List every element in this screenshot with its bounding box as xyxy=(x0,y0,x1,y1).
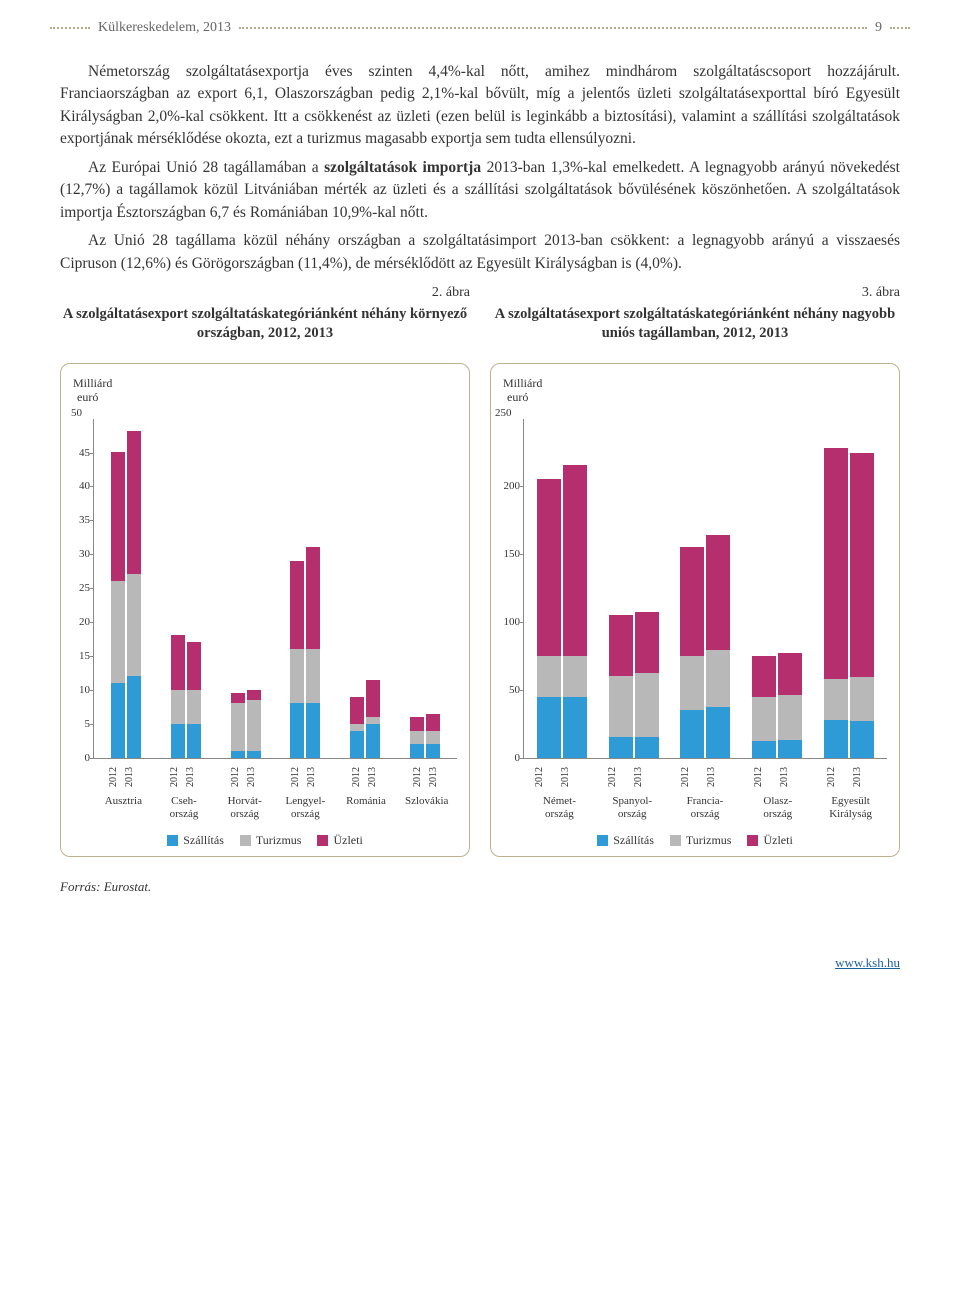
header-title: Külkereskedelem, 2013 xyxy=(98,20,231,36)
chart-left: Milliárdeuró 50 051015202530354045 20122… xyxy=(60,363,470,857)
bar xyxy=(752,656,776,758)
bar xyxy=(366,680,380,758)
bar xyxy=(850,453,874,758)
bar xyxy=(306,547,320,758)
bar xyxy=(350,697,364,758)
bar xyxy=(426,714,440,758)
bar xyxy=(410,717,424,758)
legend-swatch-turizmus xyxy=(240,835,251,846)
bar xyxy=(635,612,659,757)
figure-2-title: A szolgáltatásexport szolgáltatáskategór… xyxy=(60,305,470,343)
bar xyxy=(537,479,561,758)
footer: www.ksh.hu xyxy=(60,955,900,971)
legend-left: Szállítás Turizmus Üzleti xyxy=(69,833,461,848)
figure-2-number: 2. ábra xyxy=(60,285,470,301)
figure-3-title: A szolgáltatásexport szolgáltatáskategór… xyxy=(490,305,900,343)
legend-right: Szállítás Turizmus Üzleti xyxy=(499,833,891,848)
footer-link[interactable]: www.ksh.hu xyxy=(835,955,900,970)
paragraph-3: Az Unió 28 tagállama közül néhány ország… xyxy=(60,230,900,275)
bar xyxy=(290,561,304,758)
page-number: 9 xyxy=(875,20,882,36)
bar xyxy=(778,653,802,758)
bar xyxy=(609,615,633,758)
bar xyxy=(247,690,261,758)
bar xyxy=(680,547,704,758)
figure-3-number: 3. ábra xyxy=(490,285,900,301)
bar xyxy=(111,452,125,758)
legend-swatch-uzleti xyxy=(317,835,328,846)
bar xyxy=(171,635,185,757)
source-note: Forrás: Eurostat. xyxy=(60,879,900,895)
bar xyxy=(231,693,245,758)
paragraph-2: Az Európai Unió 28 tagállamában a szolgá… xyxy=(60,157,900,224)
chart-right: Milliárdeuró 250 050100150200 20122013Né… xyxy=(490,363,900,857)
paragraph-1: Németország szolgáltatásexportja éves sz… xyxy=(60,61,900,151)
bar xyxy=(563,465,587,757)
legend-swatch-szallitas xyxy=(167,835,178,846)
bar xyxy=(706,535,730,758)
bar xyxy=(187,642,201,758)
page-header: Külkereskedelem, 2013 9 xyxy=(50,20,910,36)
bar xyxy=(127,431,141,757)
bar xyxy=(824,448,848,758)
